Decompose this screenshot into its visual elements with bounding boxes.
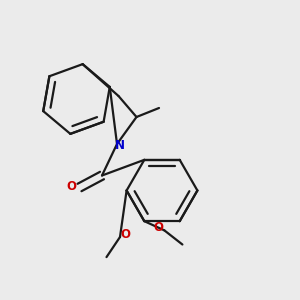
Text: O: O [120, 227, 130, 241]
Text: O: O [66, 180, 76, 194]
Text: O: O [153, 221, 164, 234]
Text: N: N [115, 139, 125, 152]
